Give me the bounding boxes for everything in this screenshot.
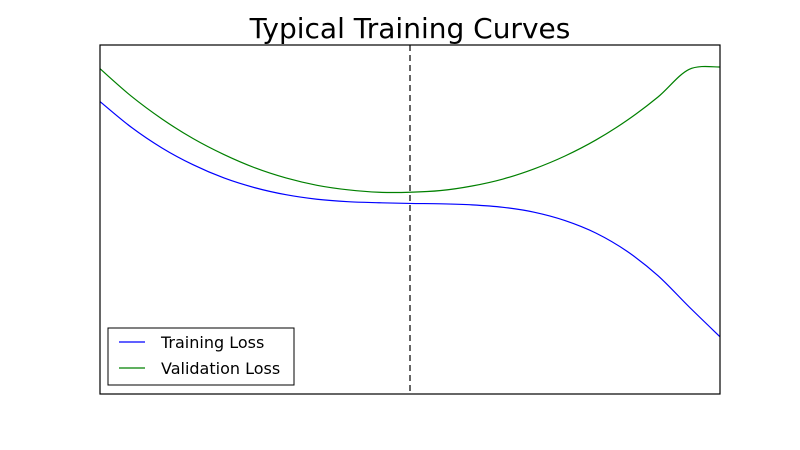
legend-label-training-loss: Training Loss — [160, 333, 264, 352]
series-group — [99, 65, 721, 338]
legend-box — [107, 327, 295, 386]
legend: Training Loss Validation Loss — [107, 327, 295, 386]
legend-label-validation-loss: Validation Loss — [161, 359, 280, 378]
series-line-validation-loss — [99, 65, 721, 194]
chart-title: Typical Training Curves — [249, 12, 571, 45]
series-line-training-loss — [99, 101, 721, 338]
plot-frame — [99, 44, 721, 395]
